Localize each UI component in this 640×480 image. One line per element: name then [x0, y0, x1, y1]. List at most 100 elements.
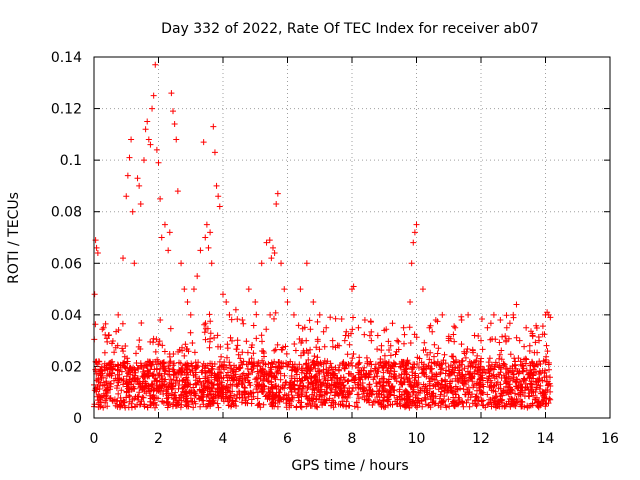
data-point — [134, 175, 141, 182]
y-tick-label: 0.12 — [51, 102, 82, 118]
data-point — [426, 324, 433, 331]
data-point — [368, 337, 375, 344]
data-point — [284, 298, 291, 305]
data-point — [190, 286, 197, 293]
data-point — [465, 311, 472, 318]
y-tick-label: 0.02 — [51, 359, 82, 375]
data-point — [215, 193, 222, 200]
data-point — [471, 332, 478, 339]
data-point — [205, 244, 212, 251]
data-point — [178, 260, 185, 267]
data-point — [516, 337, 523, 344]
data-point — [203, 221, 210, 228]
x-axis-label: GPS time / hours — [291, 458, 408, 474]
data-point — [110, 363, 117, 370]
data-point — [497, 317, 504, 324]
data-point — [95, 358, 102, 365]
data-point — [413, 221, 420, 228]
data-point — [271, 249, 278, 256]
data-point — [115, 311, 122, 318]
data-point — [445, 337, 452, 344]
data-point — [216, 203, 223, 210]
data-point — [123, 193, 130, 200]
data-point — [419, 286, 426, 293]
data-point — [439, 311, 446, 318]
data-point — [503, 324, 510, 331]
x-tick-label: 16 — [601, 431, 619, 447]
data-point — [136, 182, 143, 189]
data-point — [137, 200, 144, 207]
data-point — [126, 154, 133, 161]
y-tick-label: 0.1 — [60, 153, 82, 169]
data-point — [536, 337, 543, 344]
data-point — [269, 244, 276, 251]
data-point — [129, 208, 136, 215]
data-point — [155, 159, 162, 166]
data-point — [152, 61, 159, 68]
data-point — [131, 260, 138, 267]
data-point — [197, 247, 204, 254]
data-point — [381, 327, 388, 334]
x-tick-label: 8 — [348, 431, 357, 447]
data-point — [342, 332, 349, 339]
data-point — [268, 255, 275, 262]
data-point — [166, 229, 173, 236]
grid-lines — [94, 57, 610, 418]
data-point — [329, 337, 336, 344]
data-point — [200, 139, 207, 146]
y-axis-label: ROTI / TECUs — [6, 192, 22, 284]
data-point — [484, 324, 491, 331]
data-point — [408, 260, 415, 267]
data-point — [400, 324, 407, 331]
data-point — [407, 298, 414, 305]
data-point — [387, 342, 394, 349]
data-point — [281, 286, 288, 293]
data-point — [158, 234, 165, 241]
data-point — [278, 260, 285, 267]
data-point — [274, 190, 281, 197]
tick-labels: 0 2 4 6 8 10 12 14 16 0 0.02 0.04 0.06 0.08 0.1 0.12 0.1… — [51, 50, 619, 447]
data-point — [458, 317, 465, 324]
data-point — [170, 108, 177, 115]
data-point — [174, 188, 181, 195]
x-tick-label: 4 — [219, 431, 228, 447]
data-points — [91, 61, 554, 411]
data-point — [263, 239, 270, 246]
data-point — [149, 105, 156, 112]
x-tick-label: 0 — [90, 431, 99, 447]
data-point — [144, 118, 151, 125]
y-tick-label: 0.14 — [51, 50, 82, 66]
data-point — [239, 317, 246, 324]
data-point — [394, 337, 401, 344]
data-point — [410, 239, 417, 246]
data-point — [523, 324, 530, 331]
y-tick-label: 0.04 — [51, 308, 82, 324]
data-point — [91, 291, 98, 298]
data-point — [478, 337, 484, 344]
x-tick-label: 2 — [154, 431, 163, 447]
data-point — [213, 182, 220, 189]
y-tick-label: 0.06 — [51, 256, 82, 272]
data-point — [145, 136, 152, 143]
data-point — [303, 260, 310, 267]
y-tick-label: 0 — [73, 411, 82, 427]
data-point — [93, 244, 100, 251]
data-point — [161, 221, 168, 228]
data-point — [105, 332, 112, 339]
data-point — [165, 247, 172, 254]
data-point — [266, 237, 273, 244]
y-tick-label: 0.08 — [51, 205, 82, 221]
chart-title: Day 332 of 2022, Rate Of TEC Index for r… — [161, 21, 539, 37]
data-point — [208, 260, 215, 267]
data-point — [140, 157, 147, 164]
data-point — [258, 260, 265, 267]
data-point — [184, 298, 191, 305]
data-point — [510, 311, 517, 318]
data-point — [220, 291, 226, 298]
data-point — [513, 301, 520, 308]
data-point — [273, 200, 280, 207]
data-point — [171, 121, 178, 128]
data-point — [153, 146, 160, 153]
data-point — [207, 229, 214, 236]
data-point — [411, 229, 418, 236]
